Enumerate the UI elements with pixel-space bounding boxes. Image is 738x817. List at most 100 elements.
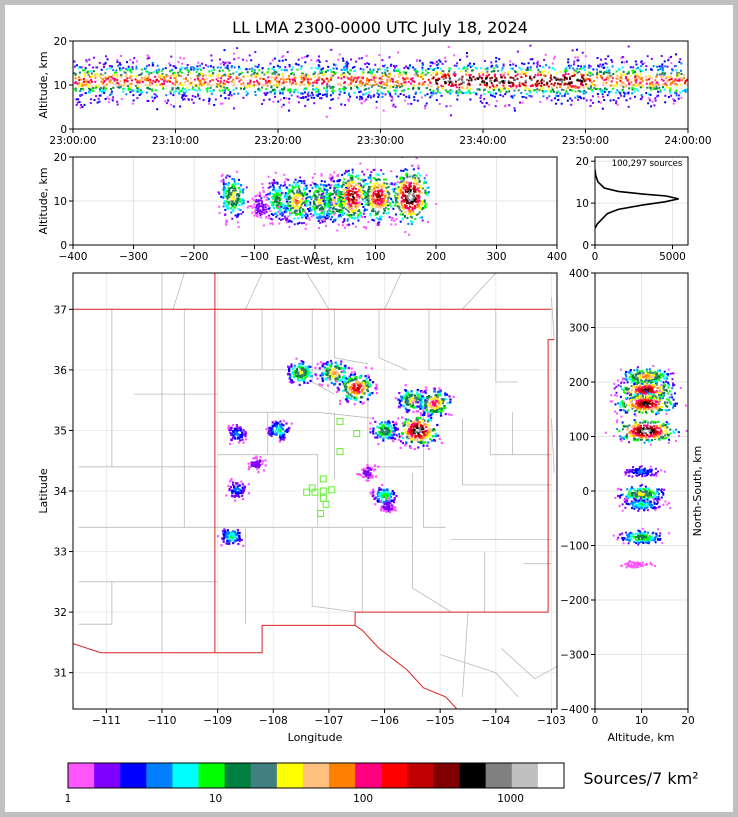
source-cell [591,73,594,76]
source-cell [335,371,338,374]
source-cell [221,75,224,78]
source-cell [640,94,643,97]
source-cell [325,217,327,220]
source-cell [302,201,305,204]
source-cell [254,84,257,87]
source-cell [323,196,326,198]
source-cell [376,89,379,92]
source-cell [338,53,341,56]
source-cell [283,215,286,218]
source-cell [423,204,426,207]
source-cell [388,56,391,59]
source-cell [408,207,411,210]
source-cell [253,203,256,206]
source-cell [554,97,557,100]
source-cell [136,90,139,93]
source-cell [303,193,306,196]
source-cell [684,83,687,86]
source-cell [258,83,261,86]
source-cell [325,362,328,365]
source-cell [421,69,424,72]
source-cell [90,70,93,73]
source-cell [196,65,199,68]
source-cell [321,205,324,208]
source-cell [558,79,561,82]
source-cell [417,172,420,175]
source-cell [390,77,393,80]
source-cell [534,83,537,86]
source-cell [674,90,677,93]
source-cell [522,82,525,85]
source-cell [611,77,614,80]
source-cell [357,214,360,217]
source-cell [654,99,657,102]
source-cell [405,95,408,98]
source-cell [298,221,301,224]
source-cell [460,70,463,73]
source-cell [307,217,310,220]
source-cell [238,178,240,181]
source-cell [530,79,533,82]
source-cell [548,95,551,98]
source-cell [104,87,107,90]
source-cell [194,67,197,70]
source-cell [337,199,340,202]
source-cell [305,375,308,378]
source-cell [678,72,681,75]
source-cell [226,201,229,203]
source-cell [608,72,611,75]
source-cell [383,209,386,212]
source-cell [526,68,529,71]
source-cell [226,64,229,67]
source-cell [345,186,347,189]
county-line [440,654,519,698]
source-cell [116,103,119,106]
source-cell [322,197,325,200]
source-cell [148,71,151,74]
source-cell [651,100,654,103]
source-cell [238,65,240,68]
source-cell [315,87,318,90]
figure-title: LL LMA 2300-0000 UTC July 18, 2024 [232,18,528,37]
source-cell [387,204,389,207]
source-cell [641,63,644,66]
source-cell [493,74,496,77]
source-cell [224,202,227,205]
source-cell [404,231,407,233]
source-cell [665,77,668,80]
source-cell [448,83,450,86]
source-cell [209,90,212,92]
source-cell [88,58,91,61]
source-cell [482,73,485,76]
source-cell [481,102,484,104]
source-cell [636,66,639,69]
source-cell [674,69,677,72]
source-cell [197,84,200,87]
source-cell [159,83,162,86]
source-cell [529,44,532,47]
source-cell [495,60,498,63]
source-cell [321,374,325,377]
source-cell [318,186,321,189]
source-cell [401,181,404,184]
source-cell [290,83,293,86]
source-cell [347,169,350,172]
source-cell [354,84,357,87]
source-cell [325,184,328,187]
source-cell [597,95,600,98]
source-cell [278,208,281,211]
source-cell [329,94,332,97]
source-cell [408,186,411,189]
source-cell [317,90,320,93]
source-cell [266,84,269,87]
source-cell [399,176,402,179]
source-cell [75,103,78,106]
source-cell [632,66,635,69]
county-line [495,309,519,383]
source-cell [250,75,253,78]
source-cell [322,74,325,77]
source-cell [307,81,309,84]
source-cell [631,86,634,89]
source-cell [523,72,526,75]
source-cell [327,203,330,206]
